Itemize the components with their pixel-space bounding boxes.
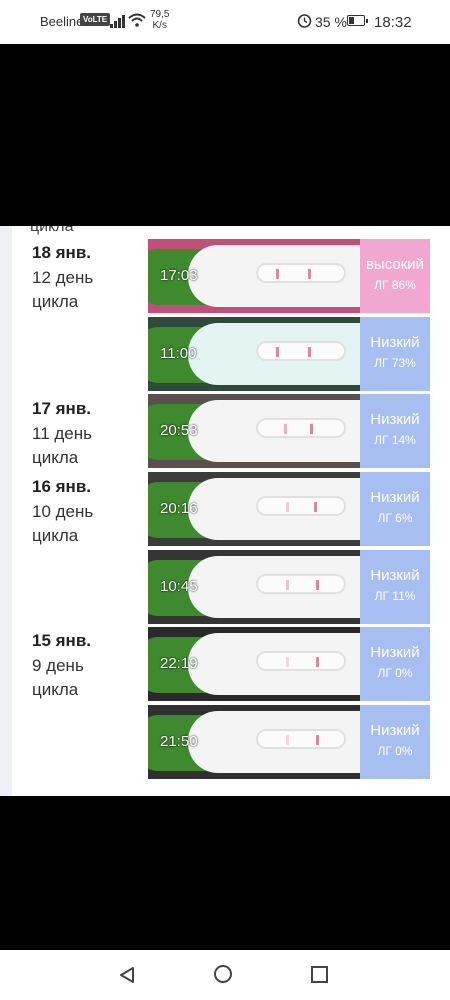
test-photo xyxy=(148,705,398,779)
day-cycle: 12 день цикла xyxy=(32,268,94,311)
cut-off-cycle-label: цикла xyxy=(30,226,74,235)
test-time: 10:45 xyxy=(160,578,198,595)
test-time: 21:50 xyxy=(160,733,198,750)
signal-icon xyxy=(110,14,126,28)
lh-level: Низкий xyxy=(370,644,420,661)
test-strip-row[interactable]: 20:16 Низкий ЛГ 6% xyxy=(148,472,430,546)
speed-unit: K/s xyxy=(152,20,167,31)
day-entry: 17 янв. 11 день цикла xyxy=(32,398,122,470)
test-time: 20:53 xyxy=(160,422,198,439)
lh-level: Низкий xyxy=(370,411,420,428)
day-date: 18 янв. xyxy=(32,243,91,262)
test-strip-row[interactable]: 17:03 высокий ЛГ 86% xyxy=(148,239,430,313)
back-icon[interactable] xyxy=(118,966,136,989)
carrier-name: Beeline xyxy=(40,14,84,29)
test-photo xyxy=(148,627,398,701)
lh-result: Низкий ЛГ 14% xyxy=(360,394,430,468)
lh-level: Низкий xyxy=(370,722,420,739)
wifi-icon xyxy=(128,13,146,30)
lh-result: Низкий ЛГ 73% xyxy=(360,317,430,391)
day-cycle: 10 день цикла xyxy=(32,502,94,545)
lh-level: Низкий xyxy=(370,567,420,584)
lh-result: Низкий ЛГ 0% xyxy=(360,627,430,701)
lh-level: высокий xyxy=(365,256,425,273)
network-speed: 79,5 K/s xyxy=(150,9,169,31)
day-entry: 16 янв. 10 день цикла xyxy=(32,476,122,548)
day-cycle: 11 день цикла xyxy=(32,424,92,467)
battery-icon xyxy=(347,15,368,26)
volte-badge: VoLTE xyxy=(80,13,111,26)
home-icon[interactable] xyxy=(214,965,232,983)
test-photo xyxy=(148,550,398,624)
test-strip-row[interactable]: 11:00 Низкий ЛГ 73% xyxy=(148,317,430,391)
speed-value: 79,5 xyxy=(150,9,170,20)
day-entry: 15 янв. 9 день цикла xyxy=(32,630,122,702)
lh-result: высокий ЛГ 86% xyxy=(360,239,430,313)
lh-result: Низкий ЛГ 6% xyxy=(360,472,430,546)
day-date: 15 янв. xyxy=(32,631,91,650)
test-time: 22:19 xyxy=(160,655,198,672)
lh-level: Низкий xyxy=(370,334,420,351)
lh-result: Низкий ЛГ 0% xyxy=(360,705,430,779)
test-strip-row[interactable]: 20:53 Низкий ЛГ 14% xyxy=(148,394,430,468)
test-time: 11:00 xyxy=(160,345,197,362)
alarm-icon xyxy=(297,13,312,31)
lh-result: Низкий ЛГ 11% xyxy=(360,550,430,624)
system-nav-bar xyxy=(0,950,450,1000)
test-strip-row[interactable]: 22:19 Низкий ЛГ 0% xyxy=(148,627,430,701)
day-entry: 18 янв. 12 день цикла xyxy=(32,242,122,314)
clock-time: 18:32 xyxy=(374,14,412,31)
left-rail xyxy=(0,226,12,796)
lh-percent: ЛГ 11% xyxy=(374,589,416,603)
test-time: 17:03 xyxy=(160,267,198,284)
battery-percent: 35 % xyxy=(315,14,347,30)
test-time: 20:16 xyxy=(160,500,198,517)
test-strip-row[interactable]: 21:50 Низкий ЛГ 0% xyxy=(148,705,430,779)
lh-percent: ЛГ 6% xyxy=(377,511,413,525)
ovulation-test-log: цикла 18 янв. 12 день цикла 17 янв. 11 д… xyxy=(0,226,450,796)
day-date: 16 янв. xyxy=(32,477,91,496)
lh-percent: ЛГ 0% xyxy=(377,744,413,758)
recent-apps-icon[interactable] xyxy=(311,966,328,983)
lh-percent: ЛГ 14% xyxy=(374,433,416,447)
status-bar: Beeline VoLTE 79,5 K/s 35 % 18:32 xyxy=(0,0,450,44)
lh-percent: ЛГ 86% xyxy=(374,278,416,292)
test-strip-row[interactable]: 10:45 Низкий ЛГ 11% xyxy=(148,550,430,624)
day-date: 17 янв. xyxy=(32,399,91,418)
day-cycle: 9 день цикла xyxy=(32,656,84,699)
lh-percent: ЛГ 73% xyxy=(374,356,416,370)
lh-level: Низкий xyxy=(370,489,420,506)
lh-percent: ЛГ 0% xyxy=(377,666,413,680)
